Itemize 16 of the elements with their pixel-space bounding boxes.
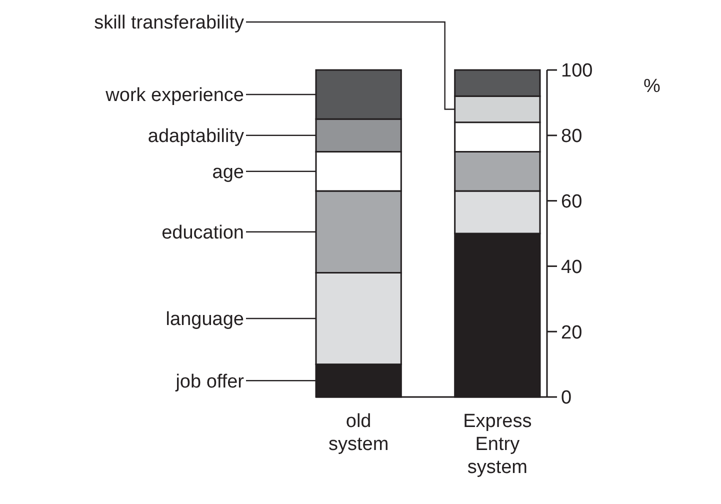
legend-label: age <box>212 162 244 184</box>
y-tick-label: 40 <box>561 256 582 278</box>
legend-label: language <box>166 309 244 330</box>
x-tick-label: Express Entry system <box>463 411 532 478</box>
y-tick-label: 0 <box>561 388 572 409</box>
legend-label: adaptability <box>148 126 244 148</box>
legend-label: work experience <box>104 85 244 106</box>
y-tick-label: 20 <box>561 322 582 344</box>
y-tick-label: 100 <box>561 60 593 82</box>
legend-label: job offer <box>174 371 245 392</box>
y-tick-label: 80 <box>561 126 582 148</box>
y-tick-label: 60 <box>561 191 582 212</box>
y-axis-title: % <box>644 76 661 97</box>
legend-label: education <box>162 222 244 244</box>
x-tick-label: old system <box>328 411 389 455</box>
text: skill transferability <box>94 12 244 34</box>
